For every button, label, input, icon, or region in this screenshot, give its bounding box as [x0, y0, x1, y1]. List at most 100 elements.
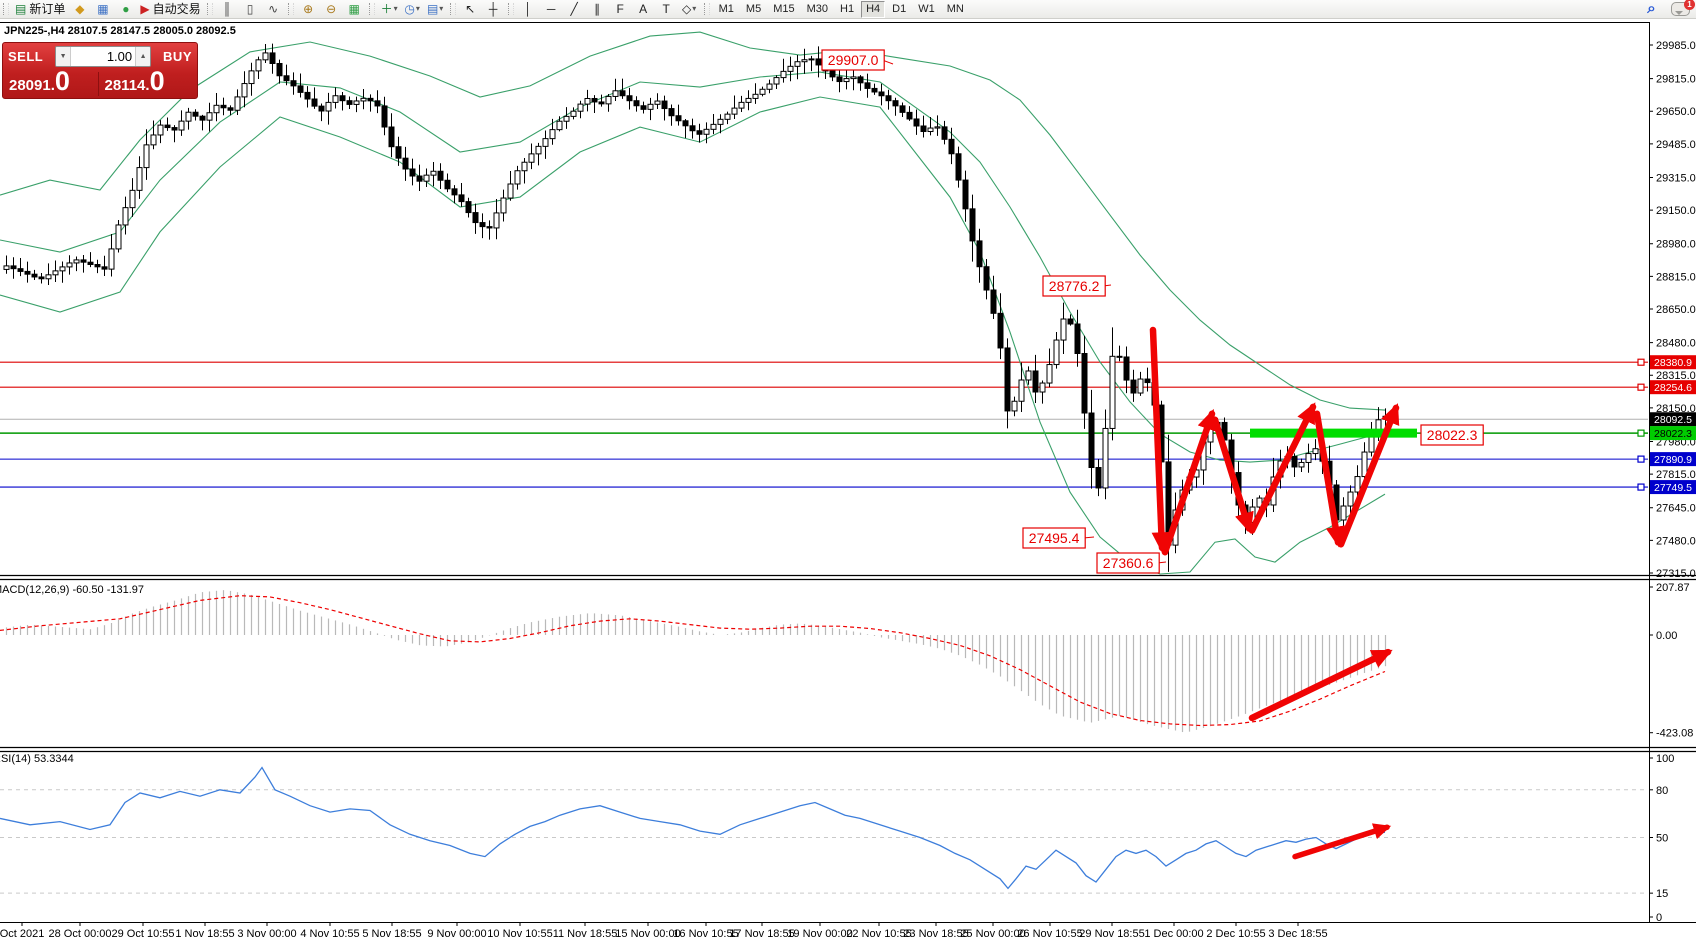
- market-watch-icon: ▦: [97, 2, 109, 16]
- lot-decrease-button[interactable]: ▼: [56, 46, 72, 66]
- crosshair-button[interactable]: ┼: [482, 0, 505, 18]
- bollinger-upper: [0, 31, 1386, 411]
- timeframe-m5-button[interactable]: M5: [745, 2, 762, 15]
- navigator-icon: ●: [122, 2, 130, 16]
- trendline-button[interactable]: ╱: [563, 0, 586, 18]
- svg-text:15: 15: [1656, 888, 1668, 900]
- svg-text:27495.4: 27495.4: [1029, 530, 1080, 546]
- svg-text:27315.0: 27315.0: [1656, 568, 1696, 580]
- lot-increase-button[interactable]: ▲: [135, 46, 151, 66]
- trade-panel-top-row: SELL ▼ ▲ BUY: [3, 43, 197, 69]
- svg-text:28315.0: 28315.0: [1656, 370, 1696, 382]
- rsi-label: RSI(14) 53.3344: [0, 753, 74, 765]
- auto-trading-button[interactable]: ▶ 自动交易: [137, 0, 203, 18]
- timeframe-w1-button[interactable]: W1: [918, 2, 935, 15]
- svg-text:27749.5: 27749.5: [1654, 482, 1692, 494]
- svg-text:29485.0: 29485.0: [1656, 139, 1696, 151]
- new-order-label: 新订单: [29, 2, 66, 16]
- svg-text:28650.0: 28650.0: [1656, 304, 1696, 316]
- zoom-in-button[interactable]: ⊕: [297, 0, 320, 18]
- template-icon: ▤: [426, 2, 439, 16]
- auto-trading-label: 自动交易: [152, 2, 201, 16]
- notification-badge: 1: [1684, 0, 1695, 10]
- svg-text:26 Nov 10:55: 26 Nov 10:55: [1017, 928, 1082, 939]
- trend-arrows: [1149, 326, 1400, 556]
- rsi-line: [0, 766, 1386, 890]
- svg-text:3 Dec 18:55: 3 Dec 18:55: [1268, 928, 1327, 939]
- svg-text:1 Dec 00:00: 1 Dec 00:00: [1144, 928, 1203, 939]
- svg-text:29 Nov 18:55: 29 Nov 18:55: [1079, 928, 1144, 939]
- clock-icon: ◷: [404, 2, 415, 16]
- toolbar-grip: [206, 3, 213, 15]
- timeframe-m30-button[interactable]: M30: [806, 2, 829, 15]
- shapes-icon: ◇: [682, 2, 692, 16]
- templates-button[interactable]: ▤ ▾: [424, 0, 447, 18]
- toolbar-grip: [507, 3, 514, 15]
- cursor-button[interactable]: ↖: [459, 0, 482, 18]
- timeframe-m1-button[interactable]: M1: [718, 2, 734, 15]
- new-order-button[interactable]: ▤ 新订单: [12, 0, 68, 18]
- market-watch-button[interactable]: ▦: [91, 0, 114, 18]
- svg-text:11 Nov 18:55: 11 Nov 18:55: [553, 928, 618, 939]
- buy-button[interactable]: BUY: [163, 48, 192, 64]
- zoom-out-icon: ⊖: [326, 2, 337, 16]
- toolbar-grip: [368, 3, 375, 15]
- svg-text:2 Dec 10:55: 2 Dec 10:55: [1206, 928, 1265, 939]
- timeframe-mn-button[interactable]: MN: [946, 2, 964, 15]
- svg-text:28254.6: 28254.6: [1654, 382, 1692, 394]
- timeframe-m15-button[interactable]: M15: [773, 2, 795, 15]
- horizontal-line-button[interactable]: ─: [540, 0, 563, 18]
- line-chart-button[interactable]: ∿: [262, 0, 285, 18]
- macd-pane: 207.87 0.00 -423.08: [0, 582, 1693, 740]
- timeframe-h1-button[interactable]: H1: [840, 2, 855, 15]
- svg-text:80: 80: [1656, 785, 1668, 797]
- text-label-button[interactable]: T: [655, 0, 678, 18]
- search-icon[interactable]: ⌕: [1647, 0, 1656, 17]
- navigator-button[interactable]: ●: [114, 0, 137, 18]
- equidistant-channel-button[interactable]: ∥: [586, 0, 609, 18]
- indicators-button[interactable]: ＋ ▾: [378, 0, 401, 18]
- lot-size-input[interactable]: [71, 47, 136, 65]
- chevron-down-icon: ▾: [415, 4, 420, 13]
- svg-text:29907.0: 29907.0: [828, 52, 879, 68]
- svg-text:22 Nov 10:55: 22 Nov 10:55: [846, 928, 911, 939]
- macd-label: MACD(12,26,9) -60.50 -131.97: [0, 584, 145, 596]
- periods-button[interactable]: ◷ ▾: [401, 0, 424, 18]
- autotrade-icon: ▶: [140, 2, 150, 16]
- svg-text:28092.5: 28092.5: [1654, 414, 1692, 426]
- svg-text:27360.6: 27360.6: [1103, 555, 1154, 571]
- fibonacci-button[interactable]: F: [609, 0, 632, 18]
- svg-text:29815.0: 29815.0: [1656, 74, 1696, 86]
- ask-price[interactable]: 28114.0: [104, 66, 165, 96]
- vertical-line-button[interactable]: │: [517, 0, 540, 18]
- candles-icon: ▯: [246, 2, 254, 16]
- toolbar-grip: [287, 3, 294, 15]
- svg-text:28380.9: 28380.9: [1654, 357, 1692, 369]
- profiles-button[interactable]: ◆: [68, 0, 91, 18]
- sell-button[interactable]: SELL: [8, 48, 44, 64]
- zoom-out-button[interactable]: ⊖: [320, 0, 343, 18]
- svg-text:1 Nov 18:55: 1 Nov 18:55: [175, 928, 234, 939]
- rsi-pane: 100 80 50 15 0: [0, 753, 1674, 924]
- svg-text:3 Nov 00:00: 3 Nov 00:00: [237, 928, 296, 939]
- crosshair-icon: ┼: [488, 2, 498, 16]
- tile-windows-button[interactable]: ▦: [343, 0, 366, 18]
- bar-chart-button[interactable]: ║: [216, 0, 239, 18]
- arrows-button[interactable]: ◇ ▾: [678, 0, 701, 18]
- svg-text:23 Nov 18:55: 23 Nov 18:55: [903, 928, 968, 939]
- text-button[interactable]: A: [632, 0, 655, 18]
- channel-icon: ∥: [594, 2, 601, 16]
- svg-text:100: 100: [1656, 753, 1674, 765]
- notifications-icon[interactable]: 1: [1671, 0, 1695, 16]
- timeframe-d1-button[interactable]: D1: [892, 2, 907, 15]
- timeframe-h4-button[interactable]: H4: [861, 0, 886, 18]
- vline-icon: │: [524, 2, 532, 16]
- svg-text:28022.3: 28022.3: [1427, 427, 1478, 443]
- time-axis: Oct 2021 28 Oct 00:00 29 Oct 10:55 1 Nov 18…: [0, 922, 1328, 939]
- bid-price[interactable]: 28091.0: [9, 66, 70, 96]
- candle-chart-button[interactable]: ▯: [239, 0, 262, 18]
- svg-text:5 Nov 18:55: 5 Nov 18:55: [362, 928, 421, 939]
- svg-text:27815.0: 27815.0: [1656, 469, 1696, 481]
- trade-panel-prices: 28091.0 28114.0: [3, 66, 197, 99]
